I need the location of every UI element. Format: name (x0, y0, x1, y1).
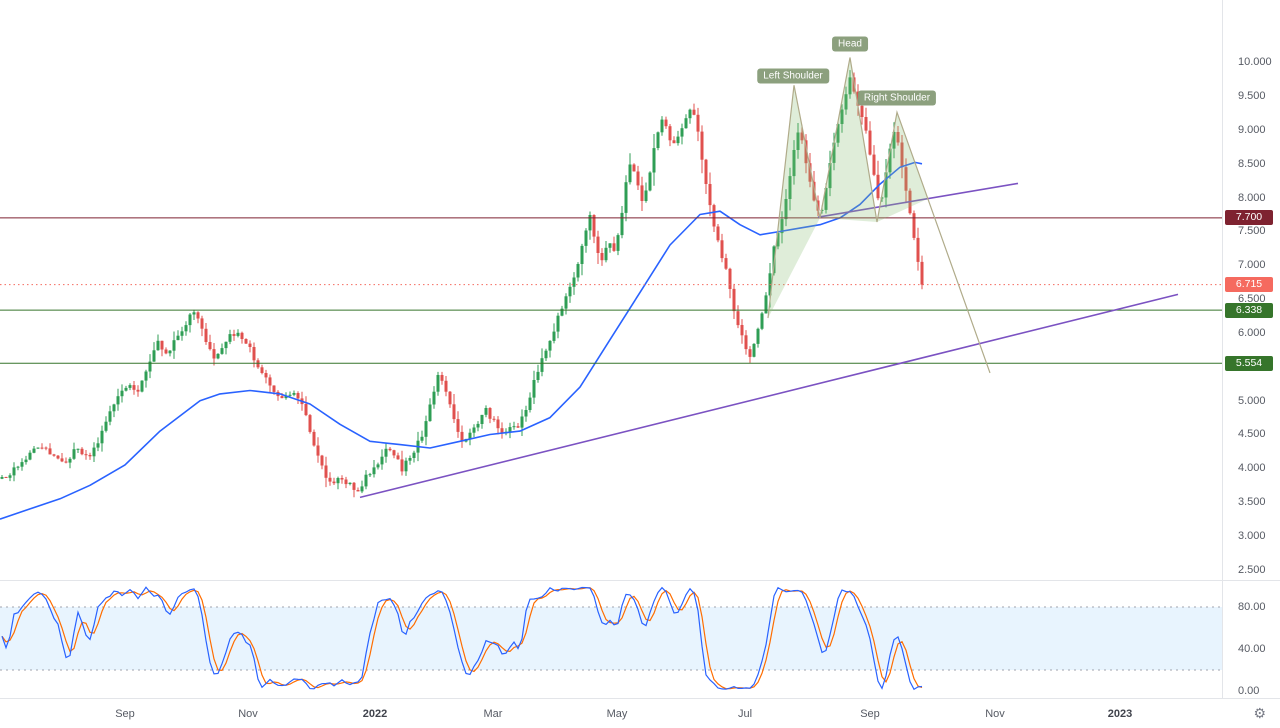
time-axis-label: Jul (737, 708, 753, 720)
price-level-badge: 5.554 (1225, 355, 1273, 371)
axis-tick-label: 9.500 (1238, 90, 1266, 103)
price-level-badge: 6.338 (1225, 302, 1273, 318)
axis-tick-label: 3.500 (1238, 496, 1266, 509)
price-level-lines[interactable] (0, 217, 1222, 364)
pattern-label-head[interactable]: Head (832, 36, 868, 52)
axis-tick-label: 3.000 (1238, 530, 1266, 542)
stoch-band (0, 607, 1222, 670)
pane-divider[interactable] (0, 580, 1280, 581)
stoch-d-line (1, 587, 923, 690)
time-axis-label: May (606, 708, 628, 720)
axis-tick-label: 0.00 (1238, 685, 1260, 697)
moving-average-line[interactable] (0, 161, 923, 520)
axis-tick-label: 8.500 (1238, 157, 1266, 170)
chart-canvas[interactable] (0, 0, 1222, 698)
time-axis[interactable]: ⚙ JulSepNov2022MarMayJulSepNov2023 (0, 698, 1280, 728)
chart-pane[interactable]: Left Shoulder Head Right Shoulder (0, 0, 1222, 698)
time-axis-label: 2022 (362, 708, 388, 720)
axis-tick-label: 4.000 (1238, 462, 1266, 475)
axis-tick-label: 2.500 (1238, 563, 1266, 576)
axis-tick-label: 80.00 (1238, 601, 1266, 613)
axis-tick-label: 6.500 (1238, 293, 1266, 306)
axis-tick-label: 7.000 (1238, 259, 1266, 272)
head-and-shoulders-pattern[interactable] (767, 57, 991, 374)
axis-tick-label: 6.000 (1238, 326, 1266, 339)
time-axis-label: Mar (483, 708, 503, 720)
time-axis-label: 2023 (1107, 708, 1133, 720)
stoch-k-line (1, 586, 923, 691)
axis-tick-label: 4.500 (1238, 428, 1266, 441)
price-level-badge: 7.700 (1225, 210, 1273, 226)
price-axis[interactable]: 10.000 9.500 9.000 8.500 8.000 7.500 7.000 6.50… (1222, 0, 1280, 698)
axis-tick-label: 40.00 (1238, 643, 1266, 655)
candlestick-series (0, 70, 924, 498)
axis-tick-label: 7.500 (1238, 225, 1266, 238)
price-level-badge: 6.715 (1225, 277, 1273, 293)
time-axis-label: Sep (860, 708, 880, 720)
axis-tick-label: 9.000 (1238, 123, 1266, 136)
time-axis-label: Nov (985, 708, 1005, 720)
pattern-label-left-shoulder[interactable]: Left Shoulder (757, 68, 829, 84)
axis-tick-label: 5.000 (1238, 394, 1266, 407)
settings-gear-icon[interactable]: ⚙ (1253, 705, 1266, 721)
time-axis-label: Nov (238, 708, 258, 720)
time-axis-label: Sep (115, 708, 135, 720)
pattern-label-right-shoulder[interactable]: Right Shoulder (857, 90, 937, 106)
axis-tick-label: 10.000 (1238, 56, 1272, 69)
axis-tick-label: 8.000 (1238, 191, 1266, 204)
trendlines[interactable] (359, 182, 1179, 499)
